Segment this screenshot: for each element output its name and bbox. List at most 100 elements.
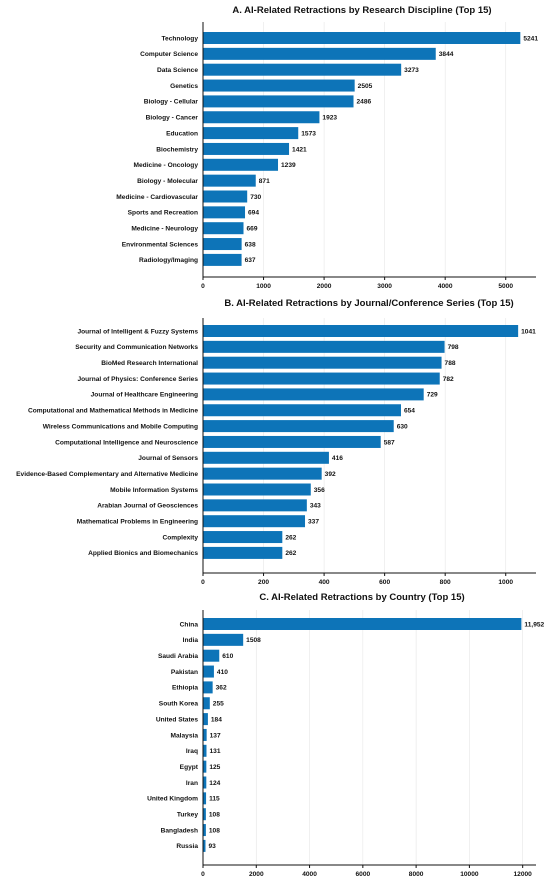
- value-label: 654: [404, 408, 415, 415]
- bar: [203, 451, 329, 464]
- bar: [203, 713, 208, 726]
- value-label: 410: [217, 669, 228, 676]
- category-label: Environmental Sciences: [122, 241, 199, 248]
- value-label: 2486: [357, 99, 372, 106]
- category-label: Computational and Mathematical Methods i…: [28, 408, 198, 415]
- chart-title: A. AI-Related Retractions by Research Di…: [232, 5, 491, 16]
- value-label: 610: [222, 653, 233, 660]
- value-label: 3273: [404, 67, 419, 74]
- x-tick-label: 4000: [438, 283, 453, 290]
- bar: [203, 127, 299, 140]
- category-label: Genetics: [170, 83, 198, 90]
- x-tick-label: 0: [201, 579, 205, 586]
- bar: [203, 325, 519, 337]
- bar: [203, 420, 394, 433]
- chart-panel-research-discipline: A. AI-Related Retractions by Research Di…: [116, 5, 538, 290]
- value-label: 343: [310, 503, 321, 510]
- x-tick-label: 3000: [377, 283, 392, 290]
- value-label: 782: [443, 376, 454, 383]
- bar: [203, 483, 311, 496]
- category-label: Russia: [176, 843, 198, 850]
- bar: [203, 32, 521, 44]
- value-label: 788: [445, 360, 456, 367]
- x-tick-label: 10000: [460, 871, 479, 878]
- category-label: Egypt: [180, 764, 199, 771]
- value-label: 730: [250, 194, 261, 201]
- category-label: Bangladesh: [161, 827, 198, 834]
- x-tick-label: 5000: [498, 283, 513, 290]
- bar: [203, 728, 207, 741]
- value-label: 255: [213, 701, 224, 708]
- value-label: 798: [448, 344, 459, 351]
- category-label: Medicine - Cardiovascular: [116, 194, 198, 201]
- category-label: South Korea: [159, 701, 199, 708]
- value-label: 262: [285, 550, 296, 557]
- bar: [203, 808, 206, 821]
- category-label: Sports and Recreation: [128, 210, 198, 217]
- bar: [203, 356, 442, 369]
- bar: [203, 95, 354, 108]
- value-label: 1573: [301, 130, 316, 137]
- chart-panel-journal-series: B. AI-Related Retractions by Journal/Con…: [16, 298, 536, 586]
- value-label: 630: [397, 423, 408, 430]
- category-label: BioMed Research International: [101, 360, 198, 367]
- value-label: 694: [248, 210, 259, 217]
- value-label: 131: [209, 748, 220, 755]
- bar: [203, 238, 242, 251]
- x-tick-label: 2000: [317, 283, 332, 290]
- bar: [203, 253, 242, 266]
- bar: [203, 372, 440, 385]
- category-label: Saudi Arabia: [158, 653, 198, 660]
- bar: [203, 531, 283, 544]
- bar: [203, 515, 306, 528]
- category-label: Turkey: [177, 812, 198, 819]
- value-label: 5241: [523, 35, 538, 42]
- value-label: 137: [210, 732, 221, 739]
- category-label: Biology - Molecular: [137, 178, 198, 185]
- category-label: Applied Bionics and Biomechanics: [88, 550, 198, 557]
- value-label: 729: [427, 392, 438, 399]
- category-label: Complexity: [162, 534, 198, 541]
- x-tick-label: 12000: [514, 871, 533, 878]
- x-tick-label: 0: [201, 871, 205, 878]
- category-label: Journal of Healthcare Engineering: [91, 392, 198, 399]
- x-tick-label: 2000: [249, 871, 264, 878]
- bar: [203, 760, 207, 773]
- value-label: 669: [247, 226, 258, 233]
- x-tick-label: 400: [319, 579, 330, 586]
- bar: [203, 499, 307, 512]
- x-tick-label: 6000: [356, 871, 371, 878]
- category-label: United Kingdom: [147, 796, 198, 803]
- value-label: 108: [209, 812, 220, 819]
- category-label: Mathematical Problems in Engineering: [77, 519, 198, 526]
- x-tick-label: 600: [379, 579, 390, 586]
- value-label: 3844: [439, 51, 454, 58]
- bar: [203, 206, 246, 219]
- bar: [203, 665, 214, 678]
- bar: [203, 340, 445, 353]
- value-label: 93: [208, 843, 216, 850]
- x-tick-label: 200: [258, 579, 269, 586]
- category-label: India: [183, 637, 199, 644]
- category-label: Education: [166, 130, 198, 137]
- x-tick-label: 4000: [302, 871, 317, 878]
- value-label: 124: [209, 780, 220, 787]
- bar: [203, 744, 207, 757]
- bar: [203, 467, 322, 480]
- value-label: 1239: [281, 162, 296, 169]
- category-label: Medicine - Neurology: [131, 226, 198, 233]
- bar: [203, 190, 248, 203]
- chart-panel-country: C. AI-Related Retractions by Country (To…: [147, 592, 544, 878]
- bar: [203, 404, 401, 417]
- category-label: Radiology/Imaging: [139, 257, 198, 264]
- category-label: Security and Communication Networks: [75, 344, 198, 351]
- value-label: 871: [259, 178, 270, 185]
- category-label: Computational Intelligence and Neuroscie…: [55, 439, 198, 446]
- category-label: Iraq: [186, 748, 198, 755]
- category-label: Biochemistry: [156, 146, 198, 153]
- bar: [203, 174, 256, 187]
- bar: [203, 697, 210, 710]
- category-label: Malaysia: [171, 732, 199, 739]
- category-label: Arabian Journal of Geosciences: [97, 503, 198, 510]
